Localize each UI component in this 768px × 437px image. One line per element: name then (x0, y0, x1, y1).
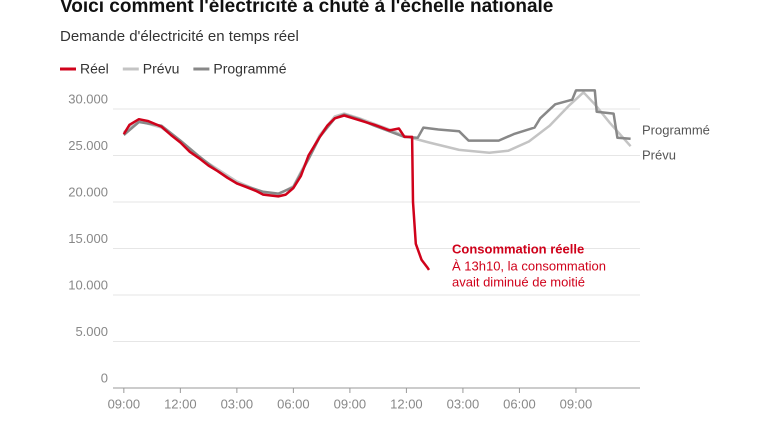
x-tick-label: 03:00 (447, 396, 480, 411)
y-tick-label: 10.000 (68, 277, 108, 292)
x-tick-label: 06:00 (503, 396, 536, 411)
annotation-title: Consommation réelle (452, 241, 584, 256)
y-tick-label: 0 (101, 370, 108, 385)
legend-label: Réel (80, 61, 109, 77)
legend-label: Programmé (213, 61, 286, 77)
x-tick-label: 06:00 (277, 396, 310, 411)
series-end-label: Prévu (642, 147, 676, 162)
legend: Réel Prévu Programmé (60, 61, 287, 77)
series-line (122, 89, 631, 195)
x-tick-label: 09:00 (334, 396, 367, 411)
x-tick-label: 12:00 (390, 396, 423, 411)
chart-subtitle: Demande d'électricité en temps réel (60, 28, 299, 45)
x-tick-label: 03:00 (221, 396, 254, 411)
y-tick-label: 20.000 (68, 184, 108, 199)
series-end-label: Programmé (642, 122, 710, 137)
x-tick-label: 09:00 (560, 396, 593, 411)
series-line (123, 91, 632, 196)
y-tick-label: 30.000 (68, 91, 108, 106)
annotation-text: À 13h10, la consommation (452, 258, 606, 273)
annotation-text: avait diminué de moitié (452, 274, 585, 289)
y-tick-label: 25.000 (68, 138, 108, 153)
x-tick-label: 09:00 (108, 396, 141, 411)
legend-label: Prévu (143, 61, 180, 77)
y-tick-label: 5.000 (75, 324, 108, 339)
x-tick-label: 12:00 (164, 396, 197, 411)
chart-title: Voici comment l'électricité a chuté à l'… (60, 0, 553, 17)
series-line (122, 114, 431, 271)
y-tick-label: 15.000 (68, 231, 108, 246)
